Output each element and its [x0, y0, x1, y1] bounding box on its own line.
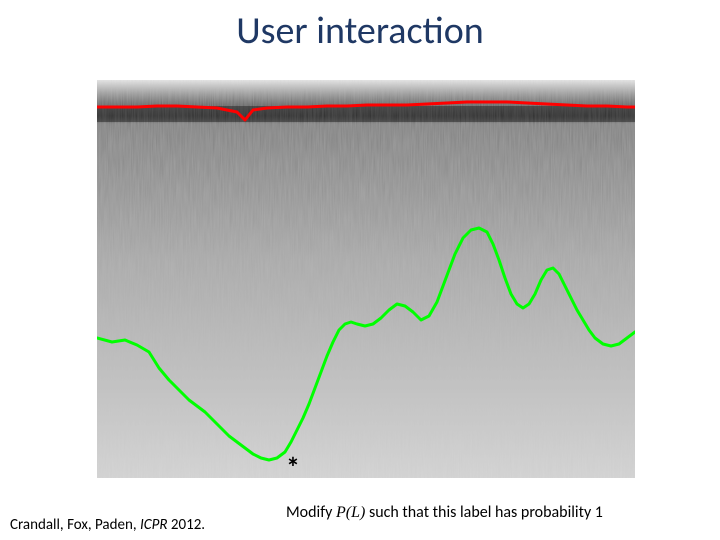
radargram-background [97, 80, 635, 478]
citation-year: 2012. [168, 516, 206, 534]
citation-venue: ICPR [140, 516, 168, 534]
caption-suffix: such that this label has probability 1 [365, 503, 603, 522]
caption: Modify P(L) such that this label has pro… [286, 503, 603, 522]
caption-prefix: Modify [286, 503, 336, 522]
radargram-figure: * [97, 80, 635, 478]
citation: Crandall, Fox, Paden, ICPR 2012. [10, 516, 205, 534]
surface-echo-band [97, 106, 635, 122]
slide-title: User interaction [0, 8, 720, 54]
caption-PL: P(L) [336, 504, 365, 521]
citation-authors: Crandall, Fox, Paden, [10, 516, 140, 534]
user-click-marker[interactable]: * [286, 450, 300, 478]
